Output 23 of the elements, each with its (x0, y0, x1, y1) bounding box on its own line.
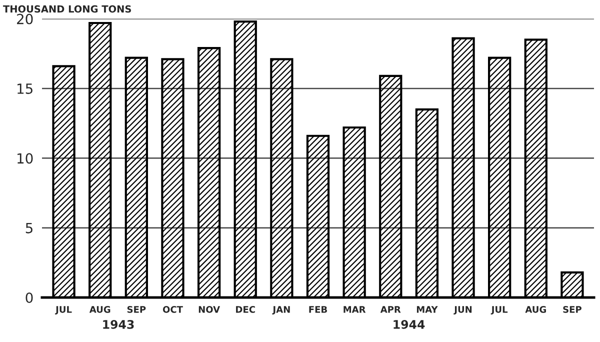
y-tick-label: 0 (26, 292, 33, 304)
y-tick-label: 5 (26, 223, 32, 234)
x-tick-label: JUL (490, 306, 508, 315)
x-tick-label: JAN (272, 306, 290, 315)
x-tick-label: AUG (89, 306, 110, 313)
x-tick-label: FEB (309, 306, 327, 313)
x-tick-label: NOV (198, 306, 220, 313)
text: 1943 (103, 320, 134, 329)
y-tick-label: 15 (18, 84, 32, 94)
x-tick-label: JUN (454, 306, 472, 315)
text: 1944 (394, 320, 425, 329)
x-tick-label: JUL (55, 306, 72, 315)
y-axis-title: THOUSAND LONG TONS (3, 5, 131, 13)
x-tick-label: SEP (563, 306, 582, 313)
x-tick-label: OCT (162, 306, 183, 313)
x-tick-label: DEC (236, 306, 255, 313)
y-tick-label: 20 (17, 14, 33, 24)
x-tick-label: MAY (416, 306, 438, 313)
x-tick-label: AUG (525, 306, 546, 313)
x-tick-label: MAR (344, 306, 366, 313)
y-tick-label: 10 (18, 153, 33, 164)
x-tick-label: APR (380, 306, 401, 313)
x-tick-label: SEP (127, 306, 146, 313)
